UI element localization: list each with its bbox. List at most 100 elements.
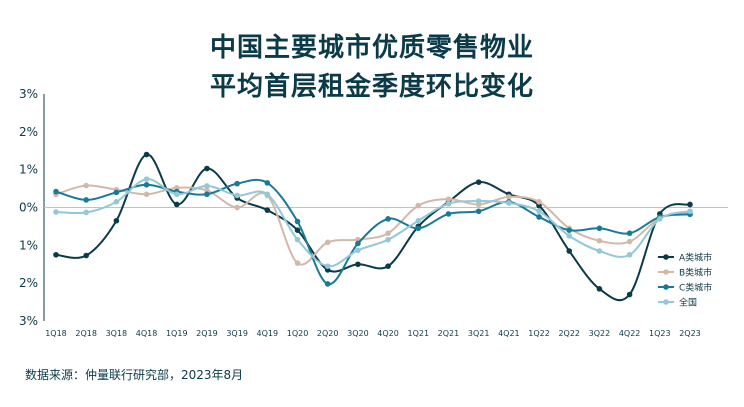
data-point	[596, 248, 603, 254]
y-tick-label: 3%	[19, 314, 38, 328]
x-tick-label: 4Q20	[377, 329, 399, 338]
data-point	[264, 191, 271, 198]
x-tick-label: 4Q18	[136, 329, 158, 338]
y-tick-label: 1%	[19, 163, 38, 177]
x-tick-label: 2Q23	[679, 329, 701, 338]
data-point	[173, 201, 180, 208]
data-point	[626, 251, 633, 258]
data-point	[415, 217, 422, 224]
data-point	[324, 281, 331, 287]
x-tick-label: 4Q21	[498, 329, 520, 338]
legend-swatch-marker	[663, 284, 669, 290]
data-point	[596, 286, 603, 292]
y-tick-label: 2%	[19, 125, 38, 139]
chart-title-line2: 平均首层租金季度环比变化	[209, 72, 534, 102]
x-tick-label: 3Q20	[347, 329, 369, 338]
data-point	[566, 233, 573, 239]
data-point	[264, 207, 271, 213]
x-tick-label: 4Q19	[257, 329, 279, 338]
data-point	[53, 188, 59, 195]
data-point	[506, 200, 512, 206]
x-tick-label: 2Q18	[75, 329, 97, 338]
data-point	[475, 179, 482, 185]
data-point	[53, 209, 59, 215]
data-point	[687, 208, 693, 215]
data-point	[566, 227, 573, 233]
series-layer	[53, 151, 693, 302]
data-point	[294, 236, 301, 243]
data-point	[355, 261, 361, 268]
x-tick-label: 1Q18	[45, 329, 67, 338]
legend-label: A类城市	[679, 252, 712, 264]
data-point	[234, 180, 240, 187]
series-1	[53, 151, 693, 302]
data-point	[385, 263, 391, 269]
series-3	[53, 178, 693, 287]
x-tick-label: 4Q22	[619, 329, 641, 338]
series-line	[55, 184, 691, 266]
data-point	[143, 176, 150, 182]
y-axis: 3% 2% 1% 0% 1% 2% 3%	[19, 87, 45, 328]
data-point	[113, 217, 120, 224]
x-tick-label: 3Q19	[226, 329, 248, 338]
data-point	[596, 237, 603, 244]
data-point	[445, 200, 452, 207]
data-point	[83, 182, 89, 189]
data-point	[506, 194, 512, 200]
x-tick-label: 2Q21	[438, 329, 460, 338]
legend-swatch-marker	[663, 269, 669, 275]
series-line	[55, 178, 691, 285]
data-point	[536, 208, 542, 215]
x-tick-label: 1Q21	[407, 329, 429, 338]
data-point	[143, 151, 150, 158]
data-point	[445, 211, 452, 217]
data-point	[143, 191, 150, 198]
y-tick-label: 2%	[19, 276, 38, 290]
data-point	[687, 201, 693, 208]
data-point	[355, 247, 361, 254]
data-point	[415, 202, 422, 209]
data-point	[355, 240, 361, 247]
source-note: 数据来源：仲量联行研究部，2023年8月	[25, 368, 244, 382]
x-tick-label: 3Q22	[589, 329, 611, 338]
y-tick-label: 3%	[19, 87, 38, 101]
data-point	[83, 197, 89, 203]
x-axis: 1Q18 2Q18 3Q18 4Q18 1Q19 2Q19 3Q19 4Q19 1Q20 2Q20…	[45, 329, 701, 338]
series-2	[53, 182, 693, 266]
legend-swatch-marker	[663, 254, 669, 260]
data-point	[415, 225, 422, 232]
x-tick-label: 2Q19	[196, 329, 218, 338]
data-point	[113, 199, 120, 205]
data-point	[385, 236, 391, 243]
data-point	[234, 192, 240, 199]
data-point	[83, 209, 89, 216]
data-point	[657, 216, 663, 222]
data-point	[596, 225, 603, 232]
data-point	[626, 230, 633, 237]
data-point	[324, 263, 331, 269]
chart-title-line1: 中国主要城市优质零售物业	[209, 33, 534, 63]
data-point	[83, 252, 89, 259]
x-tick-label: 2Q20	[317, 329, 339, 338]
data-point	[173, 191, 180, 198]
y-tick-label: 1%	[19, 238, 38, 252]
legend-label: B类城市	[679, 267, 712, 279]
data-point	[385, 230, 391, 237]
x-tick-label: 1Q20	[287, 329, 309, 338]
data-point	[566, 248, 573, 254]
series-line	[55, 178, 691, 268]
data-point	[204, 191, 210, 198]
x-tick-label: 1Q19	[166, 329, 188, 338]
data-point	[234, 204, 240, 211]
data-point	[536, 199, 542, 205]
x-tick-label: 1Q23	[649, 329, 671, 338]
data-point	[113, 189, 120, 196]
data-point	[385, 216, 391, 222]
x-tick-label: 3Q21	[468, 329, 490, 338]
data-point	[294, 260, 301, 266]
data-point	[143, 182, 150, 188]
data-point	[264, 180, 271, 186]
legend-label: C类城市	[679, 282, 712, 294]
data-point	[475, 198, 482, 204]
